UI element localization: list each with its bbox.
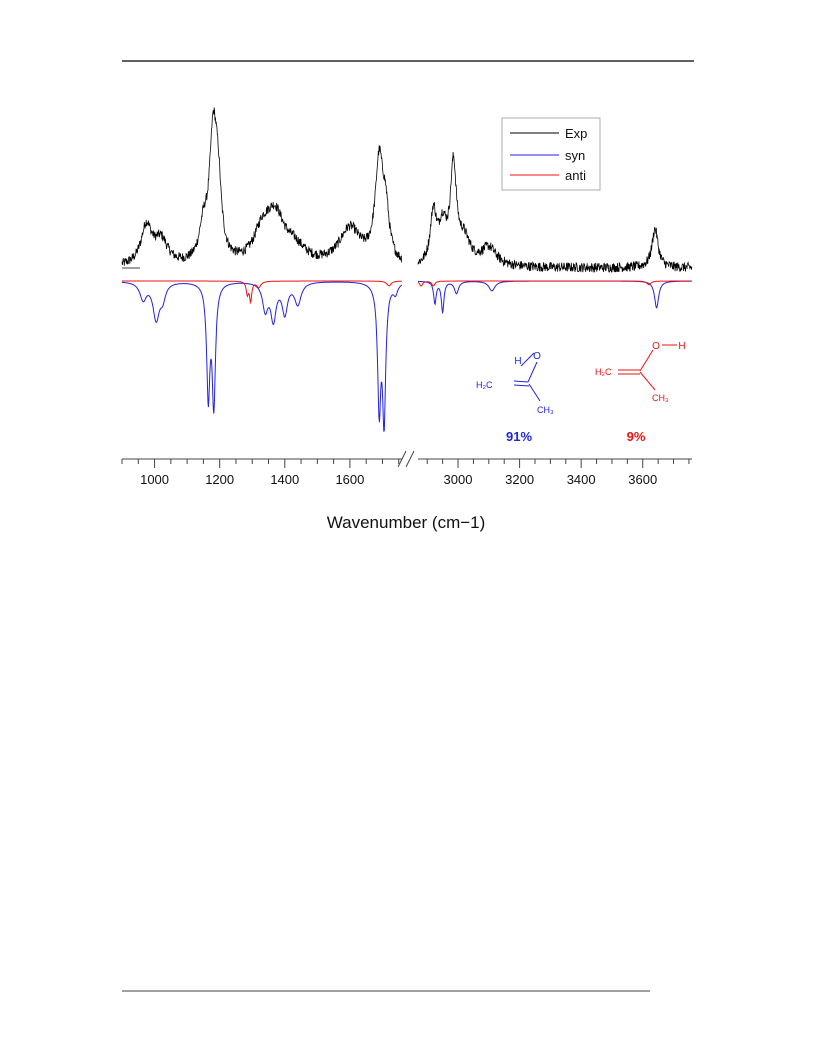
x-tick-label: 1600 bbox=[335, 472, 364, 487]
series-line-exp-seg1 bbox=[121, 107, 403, 266]
anti-structure: O H H₂C CH₃ bbox=[595, 341, 686, 403]
series-line-anti-seg1 bbox=[122, 280, 402, 305]
x-axis: 1000 1200 1400 1600 3000 3200 3400 3600 Wavenum… bbox=[121, 450, 692, 532]
x-tick-label: 1400 bbox=[270, 472, 299, 487]
anti-c-ch3-bond bbox=[639, 371, 656, 391]
anti-h-label: H bbox=[678, 341, 685, 352]
syn-ch3-label: CH₃ bbox=[537, 405, 554, 415]
series-line-syn-seg2 bbox=[418, 280, 692, 315]
anti-o-label: O bbox=[652, 341, 660, 352]
series-layer bbox=[121, 107, 693, 432]
syn-h-o-bond bbox=[520, 352, 535, 367]
syn-structure: H O H₂C CH₃ bbox=[476, 351, 554, 415]
syn-population-label: 91% bbox=[506, 429, 532, 444]
legend: Exp syn anti bbox=[501, 117, 601, 191]
syn-o-c-bond bbox=[527, 361, 538, 383]
x-axis-label: Wavenumber (cm−1) bbox=[327, 513, 486, 532]
anti-ch2-label: H₂C bbox=[595, 367, 612, 377]
legend-label-anti: anti bbox=[565, 168, 586, 183]
anti-ch3-label: CH₃ bbox=[652, 393, 669, 403]
x-tick-label: 1000 bbox=[140, 472, 169, 487]
syn-double-bond-1 bbox=[513, 380, 529, 383]
legend-label-exp: Exp bbox=[565, 126, 587, 141]
x-tick-label: 1200 bbox=[205, 472, 234, 487]
series-line-exp-seg2 bbox=[417, 152, 693, 273]
legend-box bbox=[501, 117, 601, 191]
syn-o-label: O bbox=[533, 351, 541, 362]
syn-h-label: H bbox=[514, 356, 521, 367]
x-tick-label: 3000 bbox=[444, 472, 473, 487]
ir-spectrum-plot: 1000 1200 1400 1600 3000 3200 3400 3600 Wavenum… bbox=[121, 107, 693, 532]
syn-double-bond-2 bbox=[513, 384, 530, 387]
x-tick-label: 3400 bbox=[567, 472, 596, 487]
x-tick-label: 3200 bbox=[505, 472, 534, 487]
anti-o-c-bond bbox=[639, 349, 654, 372]
anti-population-label: 9% bbox=[627, 429, 646, 444]
series-line-syn-seg1 bbox=[121, 281, 403, 432]
x-tick-label: 3600 bbox=[628, 472, 657, 487]
legend-label-syn: syn bbox=[565, 148, 585, 163]
x-ticks: 1000 1200 1400 1600 3000 3200 3400 3600 bbox=[121, 459, 690, 487]
syn-c-ch3-bond bbox=[528, 383, 541, 402]
series-line-anti-seg2 bbox=[417, 280, 692, 287]
axis-break-mark bbox=[397, 450, 415, 468]
syn-ch2-label: H₂C bbox=[476, 380, 493, 390]
